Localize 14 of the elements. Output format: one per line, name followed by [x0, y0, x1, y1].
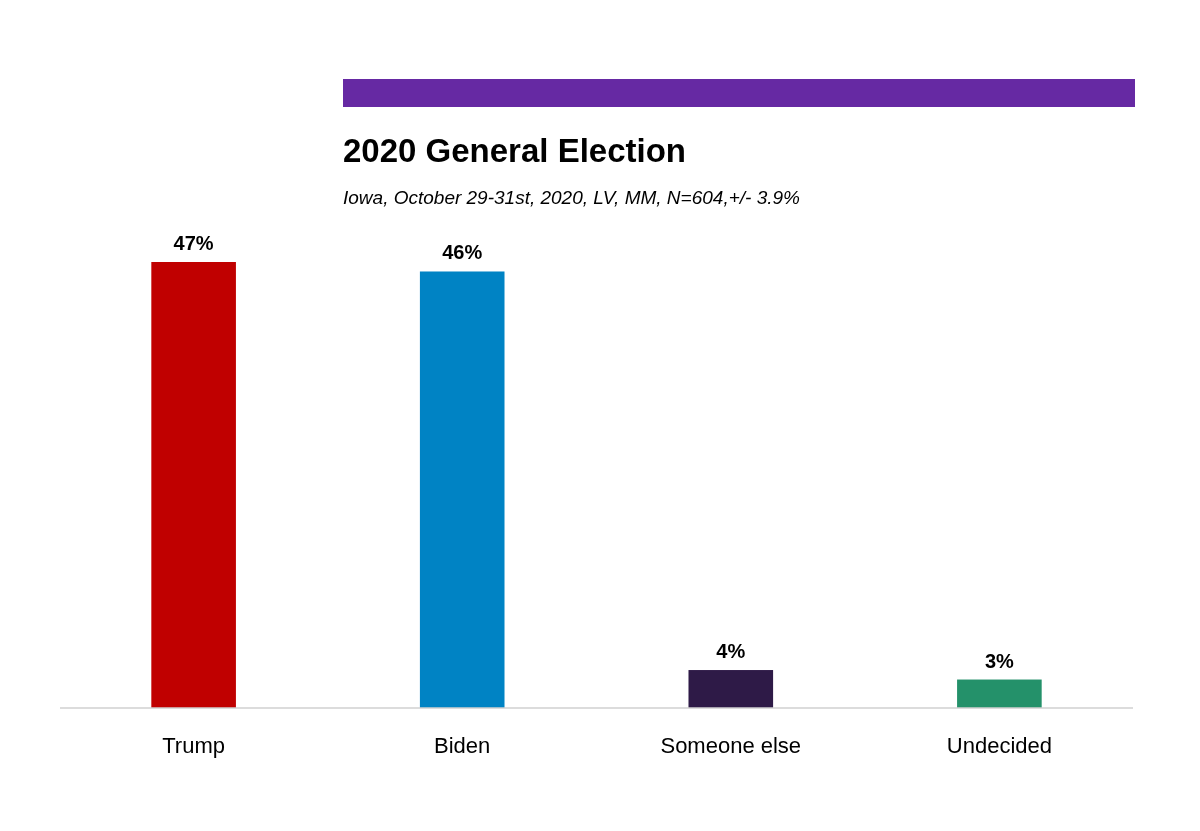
x-tick-label: Undecided	[946, 733, 1052, 758]
chart-title: 2020 General Election	[343, 132, 687, 169]
chart-subtitle: Iowa, October 29-31st, 2020, LV, MM, N=604,+/- 3.9%	[343, 187, 801, 208]
bar	[688, 670, 774, 708]
bar	[419, 271, 505, 708]
bar	[151, 262, 236, 708]
data-label: 46%	[442, 241, 483, 264]
x-tick-label: Biden	[434, 733, 491, 758]
data-label: 47%	[173, 232, 214, 254]
x-tick-label: Trump	[162, 733, 225, 758]
x-tick-label: Someone else	[660, 733, 802, 758]
data-label: 3%	[984, 649, 1015, 672]
bar	[957, 679, 1042, 708]
data-label: 4%	[716, 640, 746, 663]
